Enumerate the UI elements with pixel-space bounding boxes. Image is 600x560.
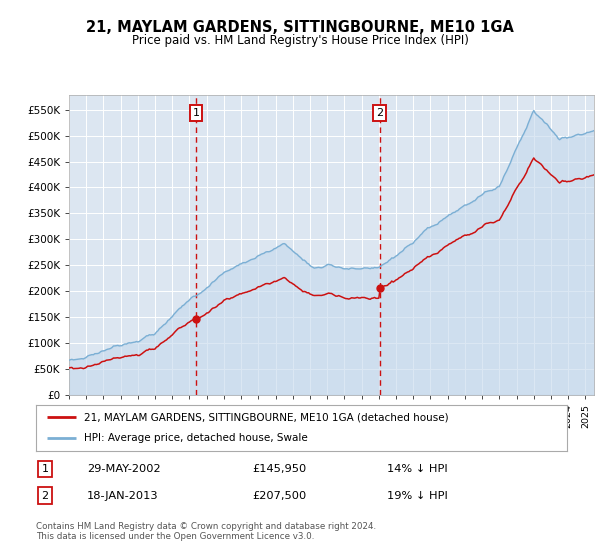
Text: 19% ↓ HPI: 19% ↓ HPI <box>387 491 448 501</box>
Text: HPI: Average price, detached house, Swale: HPI: Average price, detached house, Swal… <box>84 433 308 444</box>
Text: 29-MAY-2002: 29-MAY-2002 <box>87 464 161 474</box>
Text: 2: 2 <box>376 108 383 118</box>
Text: 21, MAYLAM GARDENS, SITTINGBOURNE, ME10 1GA (detached house): 21, MAYLAM GARDENS, SITTINGBOURNE, ME10 … <box>84 412 448 422</box>
Text: Price paid vs. HM Land Registry's House Price Index (HPI): Price paid vs. HM Land Registry's House … <box>131 34 469 46</box>
Text: 21, MAYLAM GARDENS, SITTINGBOURNE, ME10 1GA: 21, MAYLAM GARDENS, SITTINGBOURNE, ME10 … <box>86 20 514 35</box>
Text: £145,950: £145,950 <box>252 464 306 474</box>
Text: 1: 1 <box>41 464 49 474</box>
Text: Contains HM Land Registry data © Crown copyright and database right 2024.
This d: Contains HM Land Registry data © Crown c… <box>36 522 376 542</box>
Text: 2: 2 <box>41 491 49 501</box>
Text: 14% ↓ HPI: 14% ↓ HPI <box>387 464 448 474</box>
Text: 18-JAN-2013: 18-JAN-2013 <box>87 491 158 501</box>
Text: £207,500: £207,500 <box>252 491 306 501</box>
Text: 1: 1 <box>193 108 200 118</box>
